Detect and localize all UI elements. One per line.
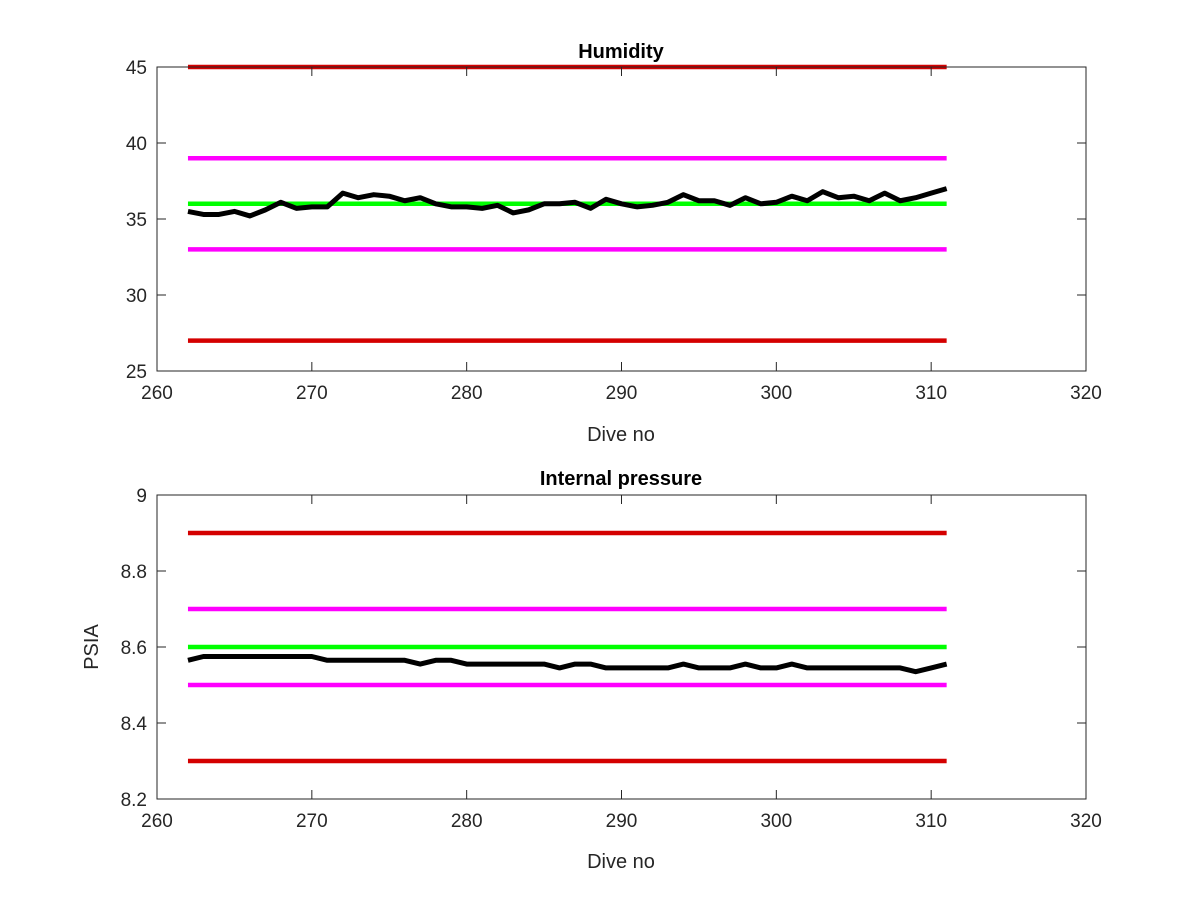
humidity-y-tick-label: 25 [126, 362, 147, 383]
humidity-x-tick-label: 300 [760, 383, 792, 404]
humidity-tick-layer: 260 270 280 290 300 310 320 25 30 35 40 45 [126, 58, 1102, 404]
pressure-y-tick-label: 8.4 [121, 714, 148, 735]
internal-pressure-chart: 260 270 280 290 300 310 320 8.2 8.4 8.6 8.8 9 Inter… [81, 468, 1102, 873]
humidity-plot-area [157, 67, 1086, 371]
humidity-x-axis-label: Dive no [587, 424, 655, 446]
pressure-x-tick-label: 280 [451, 811, 483, 832]
pressure-x-tick-label: 300 [760, 811, 792, 832]
humidity-x-tick-label: 320 [1070, 383, 1102, 404]
pressure-y-tick-label: 9 [136, 486, 147, 507]
humidity-x-tick-label: 280 [451, 383, 483, 404]
pressure-tick-layer: 260 270 280 290 300 310 320 8.2 8.4 8.6 8.8 9 [121, 486, 1102, 832]
pressure-x-tick-label: 320 [1070, 811, 1102, 832]
pressure-data-line [187, 654, 948, 675]
humidity-chart: 260 270 280 290 300 310 320 25 30 35 40 45 Humidity… [126, 41, 1102, 446]
pressure-title: Internal pressure [540, 468, 702, 490]
pressure-x-tick-label: 270 [296, 811, 328, 832]
humidity-y-tick-label: 30 [126, 286, 147, 307]
pressure-series-layer [187, 530, 948, 764]
pressure-x-axis-label: Dive no [587, 851, 655, 873]
pressure-y-axis-label: PSIA [81, 624, 103, 670]
humidity-data-line [187, 186, 948, 219]
humidity-title: Humidity [578, 41, 664, 63]
humidity-y-tick-label: 40 [126, 134, 147, 155]
humidity-x-tick-label: 260 [141, 383, 173, 404]
pressure-y-tick-label: 8.6 [121, 638, 147, 659]
humidity-x-tick-label: 270 [296, 383, 328, 404]
pressure-x-tick-label: 260 [141, 811, 173, 832]
humidity-x-tick-label: 310 [915, 383, 947, 404]
humidity-x-tick-label: 290 [606, 383, 638, 404]
humidity-y-tick-label: 35 [126, 210, 147, 231]
pressure-y-tick-label: 8.8 [121, 562, 147, 583]
humidity-y-tick-label: 45 [126, 58, 147, 79]
pressure-x-tick-label: 310 [915, 811, 947, 832]
pressure-x-tick-label: 290 [606, 811, 638, 832]
pressure-y-tick-label: 8.2 [121, 790, 147, 811]
